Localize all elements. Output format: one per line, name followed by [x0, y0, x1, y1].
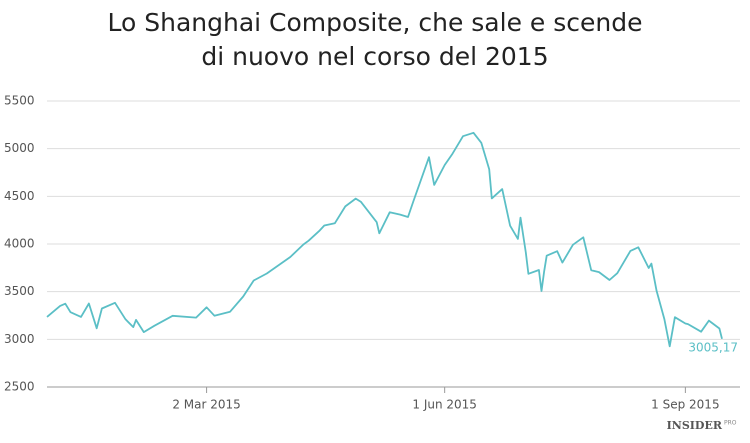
y-tick-label: 4000	[4, 237, 35, 251]
value-label: 3005,17	[688, 340, 738, 354]
y-tick-label: 3000	[4, 332, 35, 346]
chart-title: Lo Shanghai Composite, che sale e scende	[108, 8, 643, 37]
logo: PRO	[724, 420, 737, 427]
data-line	[46, 131, 723, 348]
x-tick-label: 2 Mar 2015	[172, 398, 240, 412]
y-tick-label: 5500	[4, 94, 35, 108]
x-tick-label: 1 Jun 2015	[412, 398, 477, 412]
logo: INSIDER	[667, 419, 723, 432]
y-tick-label: 5000	[4, 141, 35, 155]
x-tick-label: 1 Sep 2015	[651, 398, 719, 412]
y-tick-label: 2500	[4, 380, 35, 394]
y-tick-label: 4500	[4, 189, 35, 203]
y-tick-label: 3500	[4, 284, 35, 298]
chart-title: di nuovo nel corso del 2015	[201, 42, 548, 71]
